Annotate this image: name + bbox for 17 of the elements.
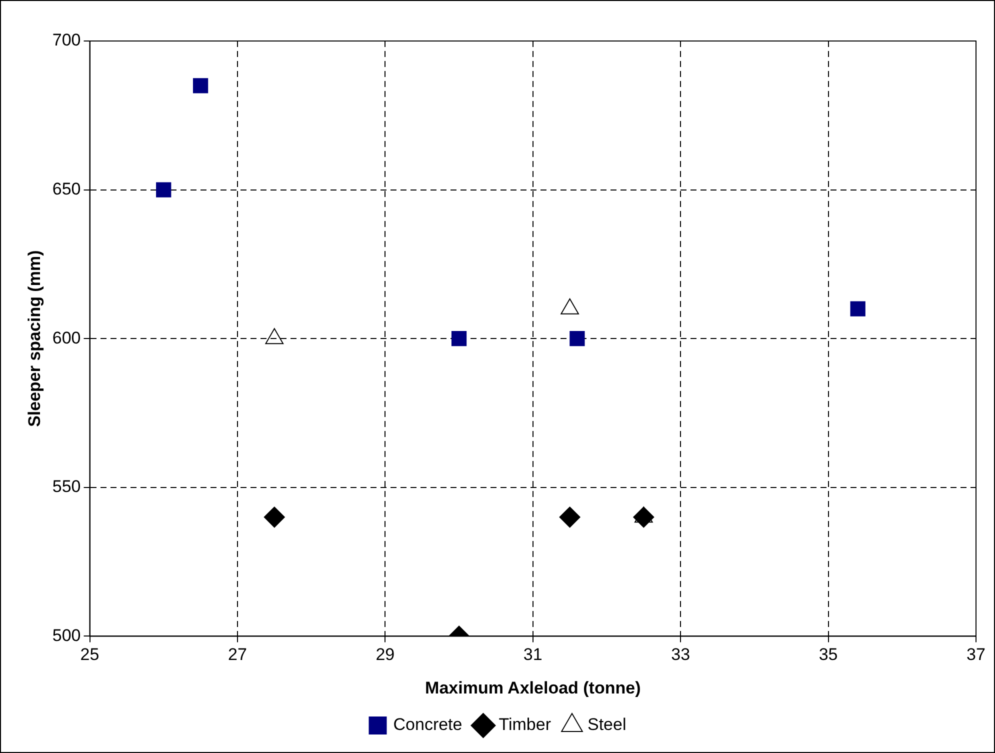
x-tick-label: 33 [671, 645, 690, 664]
x-tick-label: 25 [80, 645, 100, 664]
x-tick-label: 35 [818, 645, 838, 664]
y-axis-title: Sleeper spacing (mm) [24, 250, 44, 427]
y-tick-label: 500 [52, 626, 81, 645]
y-tick-label: 700 [52, 30, 81, 50]
x-axis-title: Maximum Axleload (tonne) [425, 678, 641, 698]
y-tick-label: 650 [52, 179, 81, 198]
legend-label: Timber [498, 715, 552, 734]
y-tick-label: 550 [52, 477, 81, 496]
legend-label: Concrete [393, 715, 462, 734]
x-tick-label: 29 [376, 645, 395, 664]
legend-label: Steel [587, 715, 626, 734]
y-tick-label: 600 [52, 328, 81, 348]
x-tick-label: 27 [228, 645, 247, 664]
x-tick-label: 37 [966, 645, 986, 664]
x-tick-label: 31 [523, 645, 542, 664]
